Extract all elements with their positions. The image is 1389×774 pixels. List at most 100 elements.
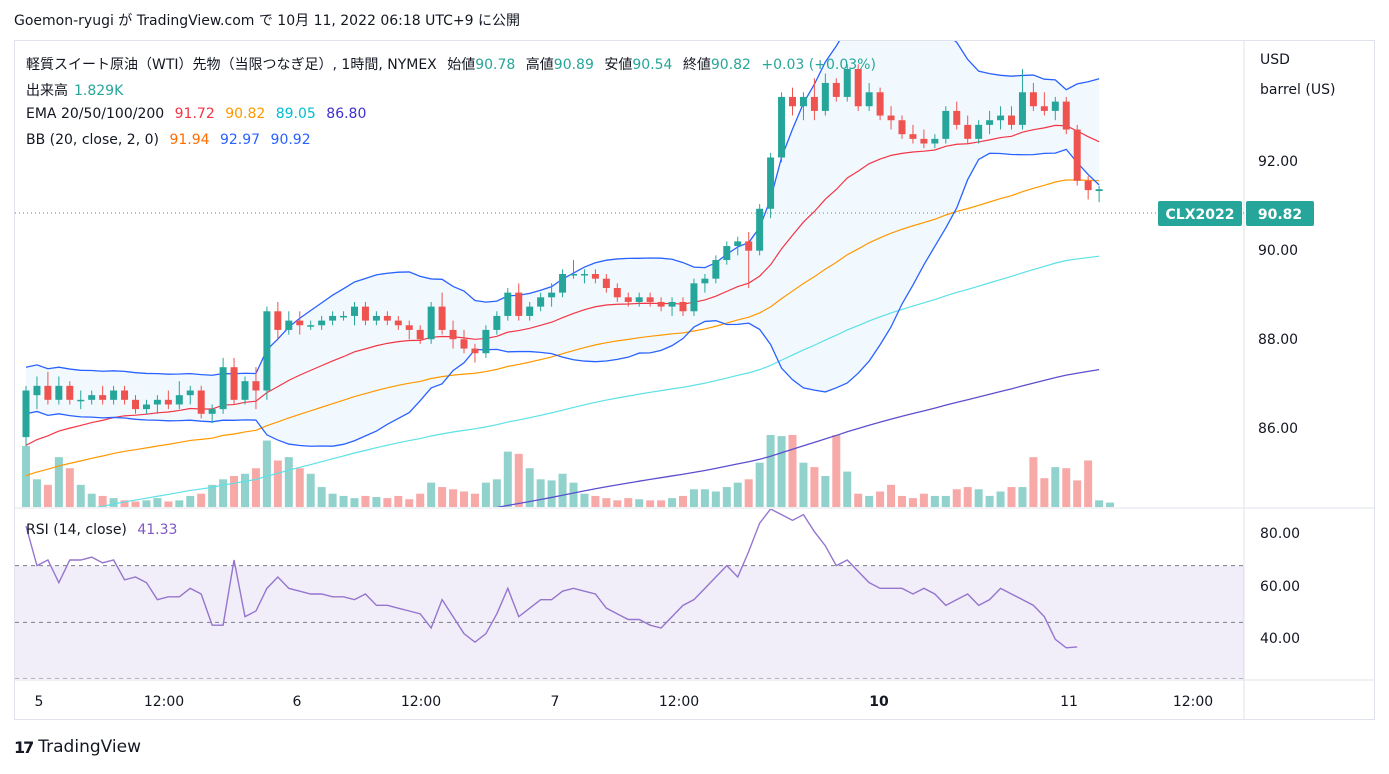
candle-body [898, 120, 906, 135]
volume-bar [109, 498, 118, 507]
candle-body [537, 297, 545, 307]
candle-body [121, 390, 129, 400]
candle-body [142, 404, 150, 410]
time-label: 11 [1060, 694, 1078, 710]
volume-bar [1051, 467, 1060, 507]
legend-bb-label: BB (20, close, 2, 0) [26, 132, 159, 148]
rsi-pane[interactable] [15, 509, 1244, 679]
candle-body [854, 68, 862, 107]
price-unit-currency: USD [1260, 52, 1290, 68]
volume-bar [153, 498, 162, 507]
last-price-bg [1246, 201, 1314, 226]
legend-bb-lower: 90.92 [270, 132, 311, 148]
candle-body [723, 246, 731, 261]
candle-body [175, 395, 183, 405]
volume-bar [898, 495, 906, 507]
tradingview-logo-icon: 17 [14, 737, 34, 757]
volume-bar [908, 498, 917, 507]
volume-bar [416, 493, 425, 507]
volume-bar [974, 489, 983, 507]
volume-bar [646, 500, 655, 507]
volume-bar [722, 487, 731, 507]
legend-change: +0.03 (+0.03%) [761, 57, 876, 73]
candle-body [351, 306, 358, 316]
volume-bar [766, 435, 775, 507]
ema20-line [25, 124, 1100, 446]
volume-bar [854, 493, 863, 507]
volume-bar [43, 484, 52, 507]
volume-bar [251, 468, 260, 507]
candle-body [449, 329, 457, 340]
legend-bb-mid: 91.94 [169, 132, 210, 148]
candle-body [1018, 92, 1026, 125]
candle-body [986, 120, 994, 125]
volume-bar [613, 500, 622, 507]
candle-body [274, 311, 282, 330]
volume-bar [919, 493, 928, 507]
candle-body [383, 315, 391, 321]
price-tick: 86.00 [1258, 421, 1298, 437]
candle-body [88, 395, 96, 400]
legend-rsi-row: RSI (14, close) 41.33 [26, 522, 183, 538]
candle-body [66, 385, 74, 400]
volume-bar [985, 495, 994, 507]
time-label: 5 [35, 694, 44, 710]
legend-volume-row: 出来高 1.829K [26, 80, 129, 100]
footer-brand[interactable]: 17 TradingView [14, 737, 141, 757]
candle-body [252, 381, 260, 391]
candle-body [22, 390, 30, 438]
candle-body [504, 292, 512, 316]
legend-open-label: 始値 [447, 57, 476, 73]
volume-bar [306, 473, 315, 507]
volume-bar [996, 491, 1005, 507]
volume-bar [930, 495, 939, 507]
candle-body [285, 320, 293, 330]
volume-bar [295, 468, 304, 507]
volume-bar [558, 473, 567, 507]
legend-symbol-row: 軽質スイート原油（WTI）先物（当限つなぎ足）, 1時間, NYMEX 始値90… [26, 54, 882, 74]
time-label: 10 [869, 694, 889, 710]
volume-bar [219, 479, 228, 507]
candle-body [99, 395, 107, 400]
volume-bar [547, 480, 556, 507]
volume-bar [733, 482, 742, 507]
candle-body [756, 208, 764, 251]
legend-bb-upper: 92.97 [219, 132, 261, 148]
candle-body [613, 287, 621, 298]
volume-bar [810, 467, 819, 507]
ema200-line [496, 368, 1100, 507]
legend-open: 90.78 [475, 57, 516, 73]
legend-symbol: 軽質スイート原油（WTI）先物（当限つなぎ足）, 1時間, NYMEX [26, 57, 437, 73]
volume-bar [755, 462, 764, 507]
candle-body [482, 329, 490, 354]
volume-bar [788, 435, 797, 507]
legend-close-label: 終値 [682, 57, 711, 73]
candle-body [1062, 101, 1070, 130]
volume-bar [164, 501, 173, 507]
candle-body [1095, 189, 1103, 192]
ema100-line [95, 255, 1100, 507]
price-pane[interactable] [22, 6, 1115, 589]
volume-bar [470, 493, 479, 507]
time-label: 6 [293, 694, 302, 710]
candle-body [975, 124, 983, 139]
volume-bar [887, 484, 896, 507]
volume-bar [120, 500, 129, 507]
chart-frame[interactable] [14, 40, 1375, 720]
volume-bar [1007, 487, 1016, 507]
candle-body [832, 82, 840, 97]
rsi-tick: 40.00 [1260, 631, 1300, 647]
volume-bar [230, 475, 239, 507]
volume-bar [383, 498, 392, 507]
candle-body [263, 311, 271, 391]
time-label: 12:00 [401, 694, 441, 710]
volume-bar [208, 484, 217, 507]
volume-bar [32, 479, 41, 507]
volume-bar [832, 435, 841, 507]
candle-body [241, 381, 249, 400]
candle-body [471, 348, 479, 354]
candle-body [778, 96, 786, 158]
volume-bar [635, 499, 644, 507]
volume-bar [87, 493, 96, 507]
